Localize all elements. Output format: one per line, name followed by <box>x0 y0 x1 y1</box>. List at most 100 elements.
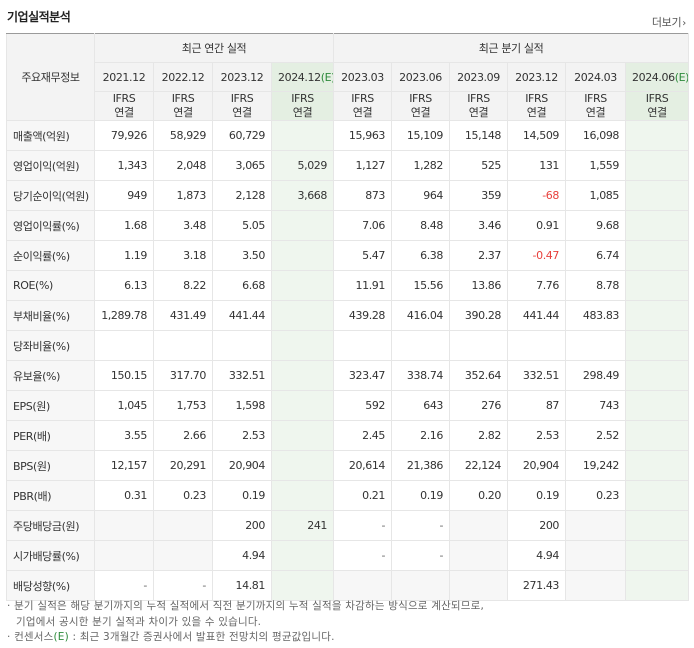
ifrs-header: IFRS 연결 <box>153 91 213 121</box>
table-cell: 15,109 <box>391 120 451 151</box>
table-cell <box>625 330 690 361</box>
table-cell <box>94 330 154 361</box>
consolidated-label: 연결 <box>585 106 606 119</box>
table-cell: 2,048 <box>153 150 213 181</box>
row-label: ROE(%) <box>6 270 95 301</box>
more-link[interactable]: 더보기› <box>652 14 686 30</box>
financial-summary-table: 주요재무정보 최근 연간 실적 최근 분기 실적 2021.12 2022.12 2… <box>6 33 690 601</box>
table-cell <box>625 450 690 481</box>
table-row: 유보율(%) 150.15 317.70 332.51 323.47 338.74 352.… <box>6 360 690 391</box>
period-header: 2023.12 <box>212 62 272 92</box>
table-cell: 0.20 <box>449 480 509 511</box>
table-cell: 483.83 <box>565 300 627 331</box>
table-cell: 60,729 <box>212 120 272 151</box>
table-cell: 6.74 <box>565 240 627 271</box>
row-label: 배당성향(%) <box>6 570 95 601</box>
table-cell: 15,148 <box>449 120 509 151</box>
table-cell <box>625 120 690 151</box>
period-header-row: 2021.122022.122023.122024.12(E)2023.0320… <box>7 62 690 92</box>
ifrs-header: IFRS 연결 <box>333 91 393 121</box>
ifrs-label: IFRS <box>171 92 195 106</box>
table-row: 영업이익률(%) 1.68 3.48 5.05 7.06 8.48 3.46 0.91 9.68 <box>6 210 690 241</box>
consolidated-label: 연결 <box>173 106 193 119</box>
table-cell: 14.81 <box>212 570 272 601</box>
period-header: 2024.03 <box>565 62 627 92</box>
table-cell: 5.05 <box>212 210 272 241</box>
table-cell <box>153 540 213 571</box>
footnote-line: · 분기 실적은 해당 분기까지의 누적 실적에서 직전 분기까지의 누적 실적… <box>7 600 485 612</box>
table-cell: 131 <box>507 150 567 181</box>
table-cell: 441.44 <box>212 300 272 331</box>
table-cell: 0.19 <box>391 480 451 511</box>
table-cell: 592 <box>333 390 393 421</box>
period-label: 2023.09 <box>457 70 500 84</box>
table-cell: 964 <box>391 180 451 211</box>
table-cell <box>625 180 690 211</box>
ifrs-label: IFRS <box>409 92 432 106</box>
row-label: 당좌비율(%) <box>6 330 95 361</box>
table-row: 주당배당금(원) 200 241- -200 <box>6 510 690 541</box>
table-row: BPS(원) 12,157 20,291 20,904 20,614 21,386 22,1… <box>6 450 690 481</box>
ifrs-header: IFRS 연결 <box>391 91 451 121</box>
table-cell: 7.76 <box>507 270 567 301</box>
table-row: PER(배) 3.55 2.66 2.53 2.45 2.16 2.82 2.53 2.52 <box>6 420 690 451</box>
table-cell <box>270 120 335 151</box>
table-cell: 323.47 <box>333 360 393 391</box>
table-cell: 2.45 <box>333 420 393 451</box>
table-row: 당좌비율(%) <box>6 330 690 361</box>
table-cell: 8.48 <box>391 210 451 241</box>
table-cell: 6.13 <box>94 270 154 301</box>
table-cell <box>270 270 335 301</box>
table-cell: - <box>391 510 451 541</box>
table-row: PBR(배) 0.31 0.23 0.19 0.21 0.19 0.20 0.19 0.23 <box>6 480 690 511</box>
table-cell <box>507 330 567 361</box>
table-cell: 79,926 <box>94 120 154 151</box>
table-cell: 0.23 <box>565 480 627 511</box>
table-cell <box>153 510 213 541</box>
ifrs-header: IFRS 연결 <box>212 91 272 121</box>
ifrs-label: IFRS <box>351 92 374 106</box>
table-cell: 1,085 <box>565 180 627 211</box>
table-cell <box>625 480 690 511</box>
table-cell: 20,904 <box>212 450 272 481</box>
table-cell: - <box>333 540 393 571</box>
table-cell: 873 <box>333 180 393 211</box>
table-cell: 390.28 <box>449 300 509 331</box>
row-label: BPS(원) <box>6 450 95 481</box>
table-cell: 2.82 <box>449 420 509 451</box>
ifrs-header: IFRS 연결 <box>625 91 690 121</box>
estimate-mark: (E) <box>674 70 689 84</box>
consolidated-label: 연결 <box>410 106 431 119</box>
period-header: 2023.09 <box>449 62 509 92</box>
table-cell <box>391 570 451 601</box>
table-cell: 3,668 <box>270 180 335 211</box>
table-cell <box>391 330 451 361</box>
table-cell: 2,128 <box>212 180 272 211</box>
consolidated-label: 연결 <box>114 106 134 119</box>
table-row: 순이익률(%) 1.19 3.18 3.50 5.47 6.38 2.37 -0.47 6.74 <box>6 240 690 271</box>
more-link-label: 더보기 <box>651 16 682 29</box>
table-body: 매출액(억원) 79,926 58,929 60,729 15,963 15,109 15,… <box>6 120 690 601</box>
footnote-consensus-suffix: : 최근 3개월간 증권사에서 발표한 전망치의 평균값입니다. <box>68 631 335 643</box>
period-label: 2023.12 <box>515 70 558 84</box>
table-cell: 19,242 <box>565 450 627 481</box>
table-cell: 1,289.78 <box>94 300 154 331</box>
table-row: 배당성향(%) - -14.81 271.43 <box>6 570 690 601</box>
consolidated-label: 연결 <box>232 106 252 119</box>
period-header: 2021.12 <box>94 62 154 92</box>
row-label: 당기순이익(억원) <box>6 180 95 211</box>
table-cell: 338.74 <box>391 360 451 391</box>
table-row: EPS(원) 1,045 1,753 1,598 592 643 276 87 743 <box>6 390 690 421</box>
table-cell: 441.44 <box>507 300 567 331</box>
table-cell: 2.52 <box>565 420 627 451</box>
table-row: 시가배당률(%) 4.94 - - 4.94 <box>6 540 690 571</box>
table-cell <box>270 330 335 361</box>
group-header-annual: 최근 연간 실적 <box>93 33 335 63</box>
footnote-consensus-prefix: · 컨센서스 <box>7 631 54 643</box>
table-cell <box>270 420 335 451</box>
ifrs-header: IFRS 연결 <box>565 91 627 121</box>
table-cell: 0.19 <box>507 480 567 511</box>
table-cell: 525 <box>449 150 509 181</box>
footnote-line: 기업에서 공시한 분기 실적과 차이가 있을 수 있습니다. <box>16 615 262 628</box>
table-cell <box>625 240 690 271</box>
